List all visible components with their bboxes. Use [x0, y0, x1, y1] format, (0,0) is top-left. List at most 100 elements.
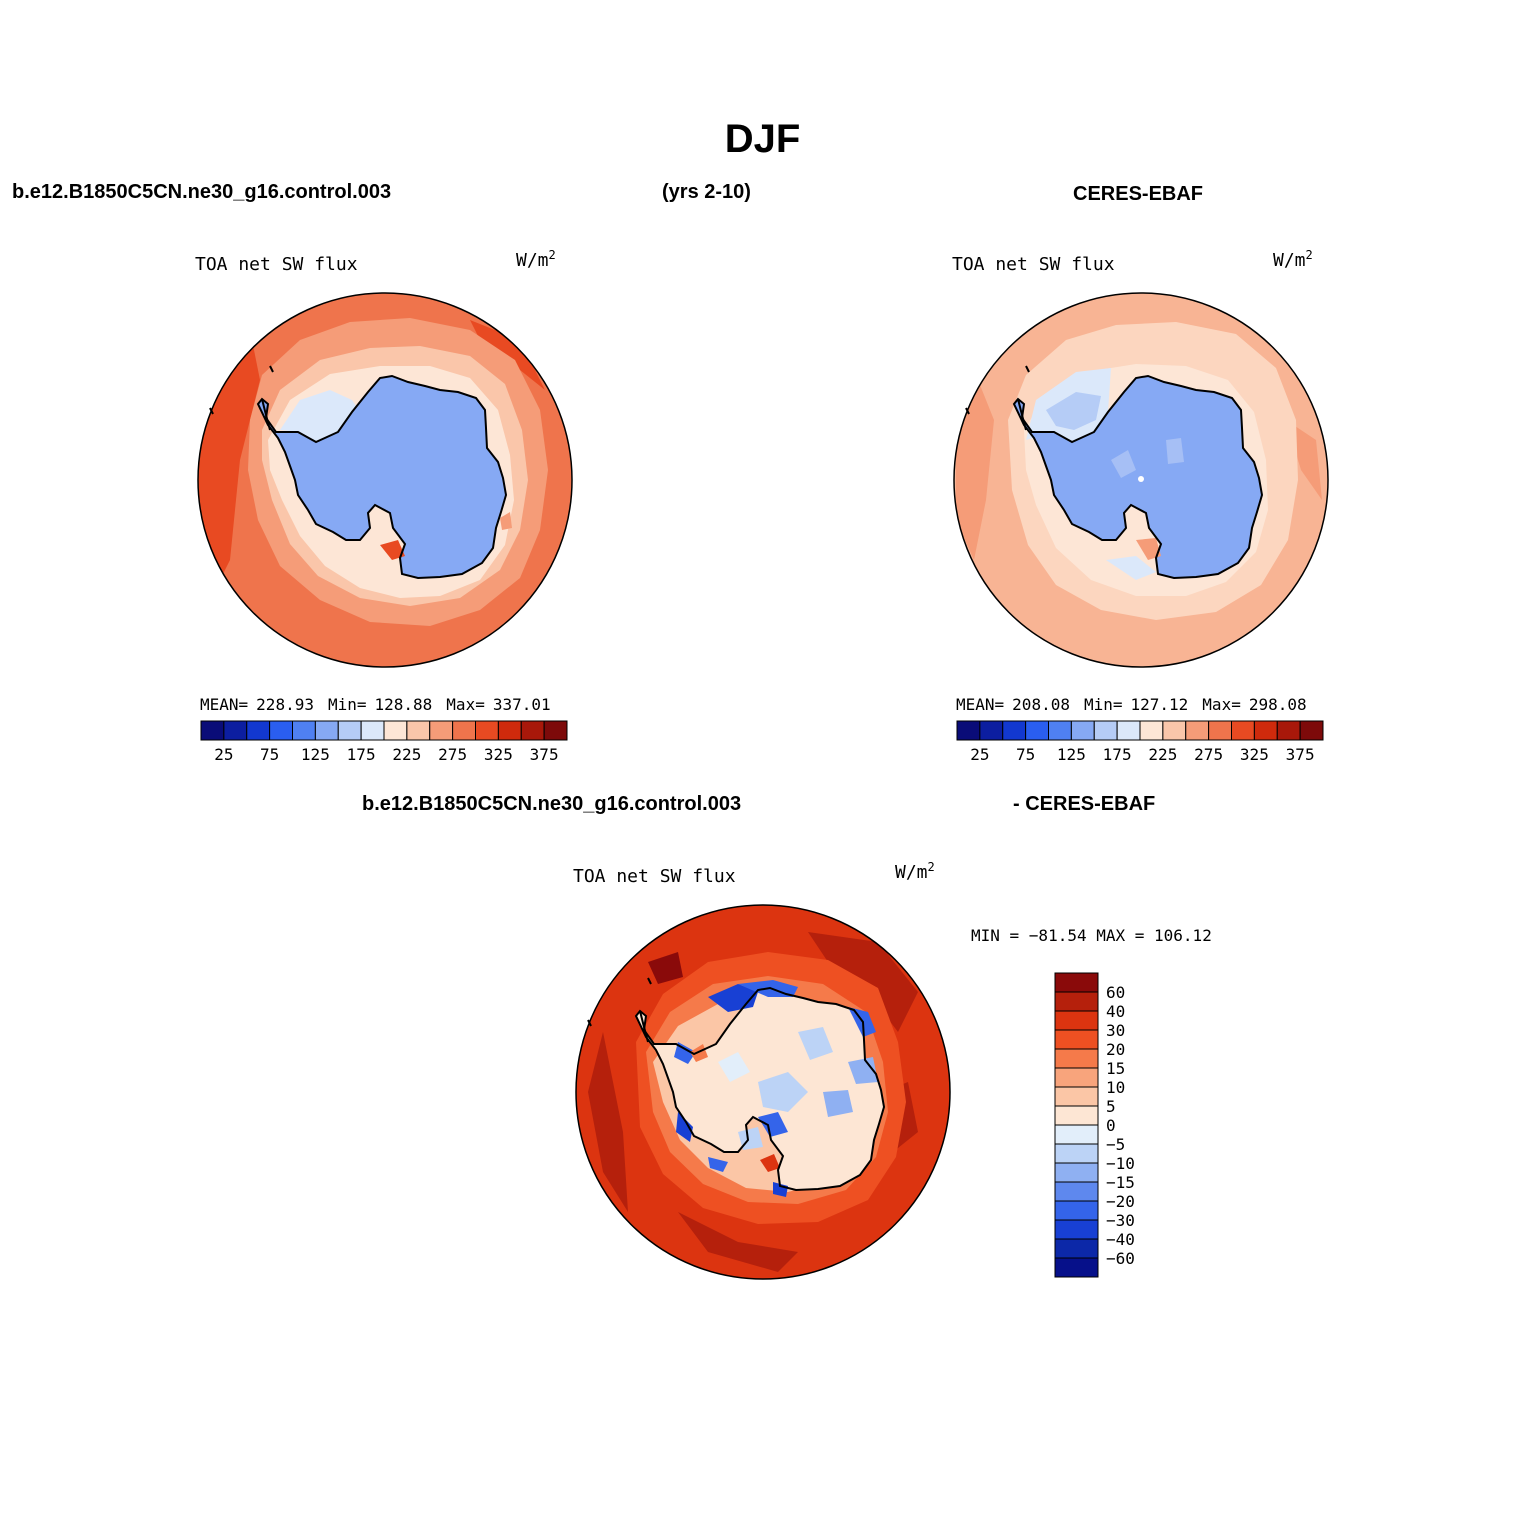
diff-sw-flux-field — [576, 905, 950, 1279]
obs-colorbar-box — [1299, 720, 1324, 741]
model-colorbar-tick-label: 275 — [438, 745, 467, 764]
obs-dataset-name: CERES-EBAF — [1073, 183, 1204, 205]
model-colorbar-tick-label: 125 — [301, 745, 330, 764]
diff-colorbar-box — [1054, 1086, 1099, 1107]
diff-colorbar-tick-label: −30 — [1106, 1211, 1135, 1230]
model-colorbar: 25 75 125 175 225 275 325 375 — [200, 720, 568, 764]
obs-colorbar-tick-label: 75 — [1016, 745, 1035, 764]
obs-colorbar-box — [1116, 720, 1141, 741]
obs-colorbar: 25 75 125 175 225 275 325 375 — [956, 720, 1324, 764]
obs-map-boundary — [953, 292, 1329, 668]
model-stats-line: MEAN= 228.93 Min= 128.88 Max= 337.01 — [200, 695, 551, 714]
diff-colorbar-box — [1054, 1105, 1099, 1126]
model-sw-flux-field — [198, 293, 572, 667]
obs-colorbar-box — [979, 720, 1004, 741]
diff-variable-label: TOA net SW flux — [573, 866, 736, 887]
model-colorbar-tick-label: 375 — [530, 745, 559, 764]
diff-colorbar-tick-label: −10 — [1106, 1154, 1135, 1173]
model-colorbar-box — [360, 720, 385, 741]
diff-colorbar-tick-label: 15 — [1106, 1059, 1125, 1078]
diff-colorbar-box — [1054, 1048, 1099, 1069]
model-map-boundary — [197, 292, 573, 668]
diff-colorbar-tick-label: −60 — [1106, 1249, 1135, 1268]
obs-colorbar-tick-label: 375 — [1286, 745, 1315, 764]
obs-variable-label: TOA net SW flux — [952, 254, 1115, 275]
model-colorbar-box — [269, 720, 293, 741]
diff-map-boundary — [575, 904, 951, 1280]
model-colorbar-box — [314, 720, 339, 741]
diff-colorbar-tick-label: 0 — [1106, 1116, 1116, 1135]
diff-obs-name: - CERES-EBAF — [1013, 793, 1156, 815]
model-colorbar-box — [223, 720, 248, 741]
diff-colorbar-tick-label: −5 — [1106, 1135, 1125, 1154]
model-case-name: b.e12.B1850C5CN.ne30_g16.control.003 — [12, 181, 392, 203]
model-colorbar-box — [452, 720, 476, 741]
model-colorbar-box — [200, 720, 225, 741]
model-colorbar-box — [497, 720, 522, 741]
obs-colorbar-box — [1025, 720, 1049, 741]
model-units-label: W/m2 — [516, 248, 556, 271]
obs-colorbar-box — [956, 720, 981, 741]
diff-colorbar-box — [1054, 1143, 1099, 1164]
obs-stats-line: MEAN= 208.08 Min= 127.12 Max= 298.08 — [956, 695, 1307, 714]
model-colorbar-box — [337, 720, 362, 741]
obs-map-panel: TOA net SW flux W/m2 MEA — [952, 248, 1329, 764]
model-colorbar-box — [475, 720, 499, 741]
obs-colorbar-box — [1002, 720, 1027, 741]
diff-colorbar-tick-label: −20 — [1106, 1192, 1135, 1211]
diff-colorbar-tick-label: 60 — [1106, 983, 1125, 1002]
obs-colorbar-tick-label: 25 — [970, 745, 989, 764]
model-colorbar-box — [543, 720, 568, 741]
diff-colorbar-tick-label: 40 — [1106, 1002, 1125, 1021]
diff-colorbar-box — [1054, 972, 1099, 993]
obs-colorbar-box — [1070, 720, 1095, 741]
diff-colorbar-tick-label: −15 — [1106, 1173, 1135, 1192]
model-map-panel: TOA net SW flux W/m2 MEAN= 228.93 Min= 128.… — [195, 248, 573, 764]
diff-units-label: W/m2 — [895, 860, 935, 883]
diff-case-name: b.e12.B1850C5CN.ne30_g16.control.003 — [362, 793, 742, 815]
obs-units-label: W/m2 — [1273, 248, 1313, 271]
model-colorbar-tick-label: 75 — [260, 745, 279, 764]
years-label: (yrs 2-10) — [662, 181, 751, 203]
obs-colorbar-tick-label: 275 — [1194, 745, 1223, 764]
model-colorbar-tick-label: 25 — [214, 745, 233, 764]
model-colorbar-tick-label: 325 — [484, 745, 513, 764]
figure-title: DJF — [724, 117, 801, 161]
model-colorbar-box — [292, 720, 316, 741]
obs-colorbar-box — [1048, 720, 1072, 741]
diff-colorbar-box — [1054, 1257, 1099, 1278]
diff-colorbar-box — [1054, 1010, 1099, 1031]
diff-map-panel: TOA net SW flux W/m2 MIN = −81.54 MAX = … — [573, 860, 1212, 1280]
diff-colorbar-tick-label: 5 — [1106, 1097, 1116, 1116]
model-colorbar-box — [520, 720, 545, 741]
diff-colorbar-box — [1054, 1238, 1099, 1259]
model-colorbar-tick-label: 225 — [392, 745, 421, 764]
model-colorbar-tick-label: 175 — [347, 745, 376, 764]
obs-colorbar-box — [1231, 720, 1255, 741]
obs-colorbar-tick-label: 125 — [1057, 745, 1086, 764]
model-colorbar-box — [429, 720, 454, 741]
obs-colorbar-box — [1139, 720, 1164, 741]
diff-colorbar-box — [1054, 1200, 1099, 1221]
obs-colorbar-box — [1185, 720, 1210, 741]
model-colorbar-box — [246, 720, 271, 741]
diff-colorbar-tick-label: 30 — [1106, 1021, 1125, 1040]
obs-colorbar-tick-label: 175 — [1103, 745, 1132, 764]
diff-colorbar-box — [1054, 1181, 1099, 1202]
obs-colorbar-box — [1093, 720, 1118, 741]
diff-colorbar-box — [1054, 991, 1099, 1012]
diff-colorbar-box — [1054, 1067, 1099, 1088]
model-colorbar-box — [383, 720, 408, 741]
obs-colorbar-box — [1276, 720, 1301, 741]
obs-colorbar-tick-label: 325 — [1240, 745, 1269, 764]
diff-colorbar-tick-label: 10 — [1106, 1078, 1125, 1097]
diff-colorbar-box — [1054, 1029, 1099, 1050]
obs-colorbar-box — [1162, 720, 1187, 741]
obs-colorbar-box — [1253, 720, 1278, 741]
model-colorbar-box — [406, 720, 431, 741]
diff-colorbar-box — [1054, 1162, 1099, 1183]
diff-colorbar-tick-label: −40 — [1106, 1230, 1135, 1249]
diff-minmax-label: MIN = −81.54 MAX = 106.12 — [971, 926, 1212, 945]
